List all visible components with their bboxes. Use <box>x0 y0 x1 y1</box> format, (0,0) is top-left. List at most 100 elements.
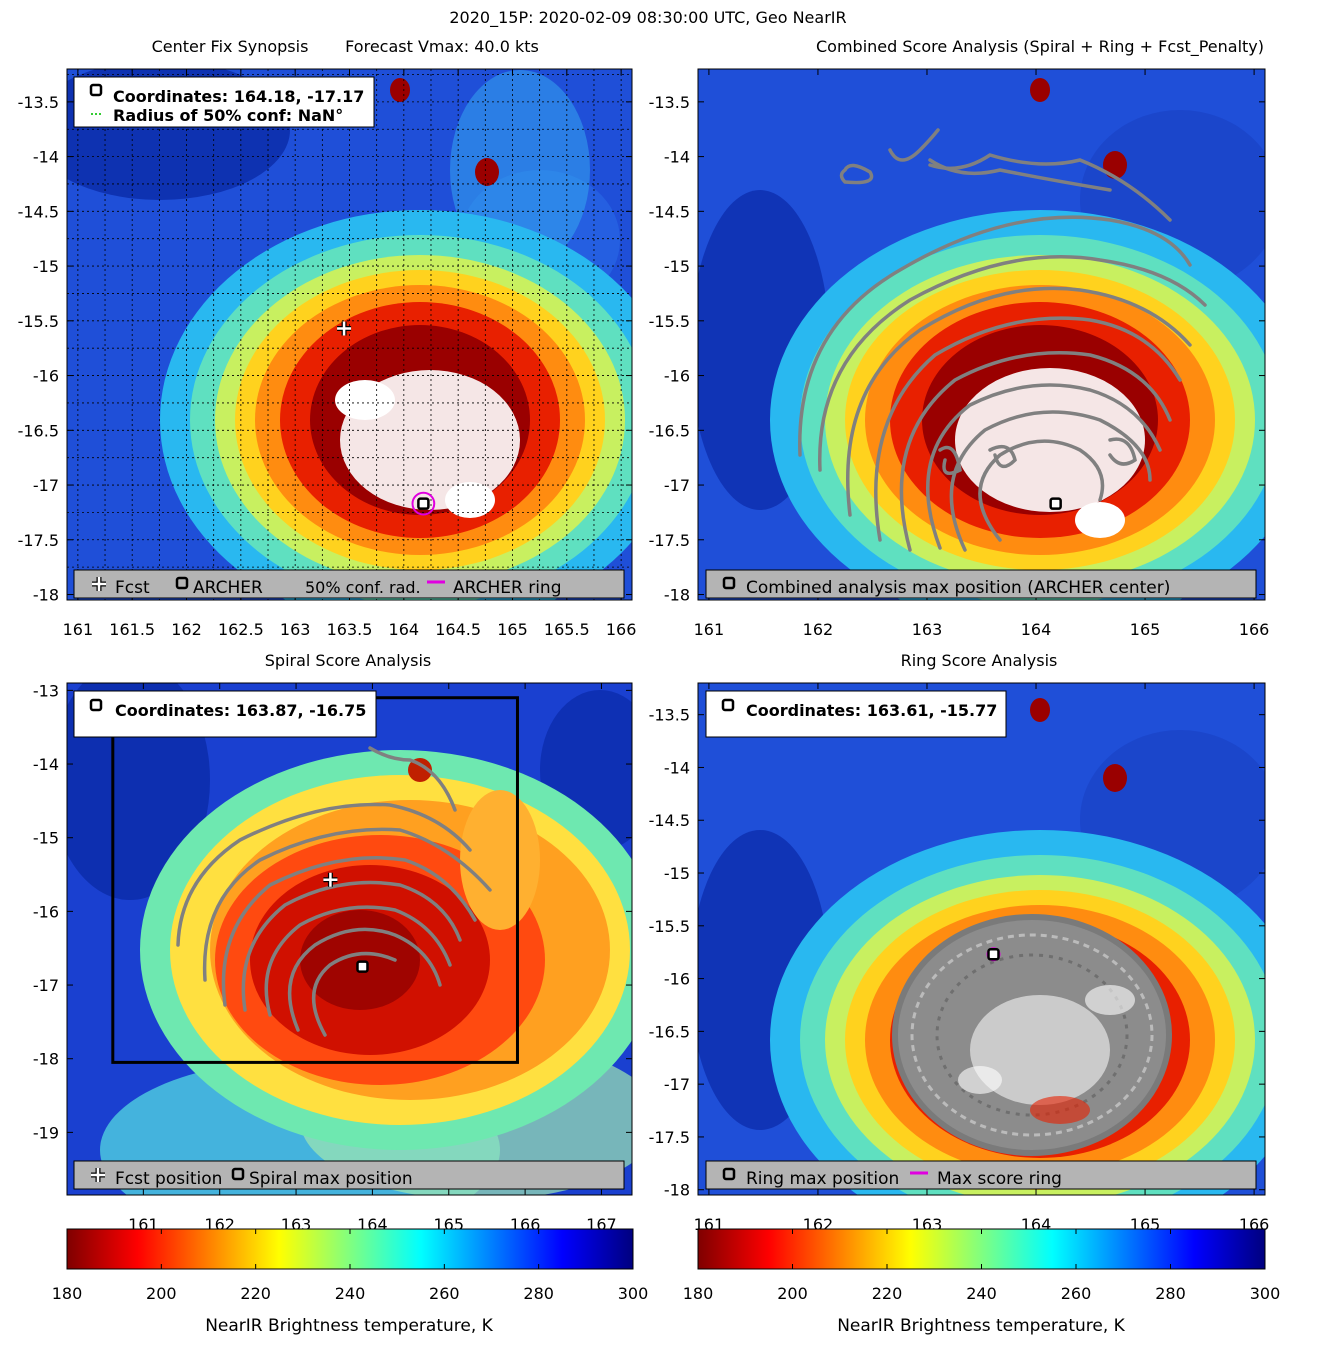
ring-info-box: Coordinates: 163.61, -15.77 <box>705 690 1007 738</box>
y-tick-label: -14 <box>33 148 59 167</box>
spiral-title: Spiral Score Analysis <box>265 651 432 670</box>
ring-max-legend-icon <box>722 1167 736 1181</box>
colorbar-right-label: NearIR Brightness temperature, K <box>837 1316 1125 1336</box>
y-tick-label: -14 <box>33 755 59 774</box>
synopsis-conf-radius: Radius of 50% conf: NaN° <box>113 106 343 125</box>
combined-markers <box>1049 497 1062 510</box>
spiral-max-legend-icon <box>231 1167 245 1181</box>
synopsis-y-ticks: -13.5 -14 -14.5 -15 -15.5 -16 -16.5 -17 -17.5 -18 <box>18 93 632 605</box>
ring-legend: Ring max position Max score ring <box>705 1160 1257 1190</box>
y-tick-label: -14.5 <box>18 202 59 221</box>
x-tick-label: 163 <box>280 620 311 639</box>
y-tick-label: -16.5 <box>649 1022 690 1041</box>
y-tick-label: -16.5 <box>18 421 59 440</box>
colorbar-tick-label: 180 <box>52 1284 83 1303</box>
colorbar-tick-label: 300 <box>618 1284 649 1303</box>
ring-max-info-icon <box>721 698 735 712</box>
colorbar-left-label: NearIR Brightness temperature, K <box>205 1316 493 1336</box>
x-tick-label: 163.5 <box>327 620 373 639</box>
y-tick-label: -16 <box>664 970 690 989</box>
panel-spiral: Spiral Score Analysis <box>33 651 633 1234</box>
y-tick-label: -15 <box>664 257 690 276</box>
legend-spiral-max: Spiral max position <box>249 1169 413 1189</box>
colorbar-tick-label: 240 <box>966 1284 997 1303</box>
legend-combined-max: Combined analysis max position (ARCHER c… <box>746 578 1170 598</box>
synopsis-legend: Fcst ARCHER 50% conf. rad. ARCHER ring <box>73 569 625 599</box>
y-tick-label: -15 <box>33 829 59 848</box>
x-tick-label: 165 <box>497 620 528 639</box>
archer-legend-icon <box>175 576 189 590</box>
y-tick-label: -18 <box>33 1050 59 1069</box>
archer-ring <box>411 491 436 516</box>
y-tick-label: -16 <box>33 902 59 921</box>
spiral-contours <box>176 746 492 1037</box>
spiral-max-info-icon <box>89 698 103 712</box>
y-tick-label: -17.5 <box>649 1128 690 1147</box>
colorbar-left: 180 200 220 240 260 280 300 NearIR Brightness … <box>52 1228 649 1336</box>
colorbar-tick-label: 180 <box>683 1284 714 1303</box>
x-tick-label: 163 <box>912 620 943 639</box>
combined-heatmap <box>698 69 1265 600</box>
x-tick-label: 165.5 <box>544 620 590 639</box>
panel-ring: Ring Score Analysis <box>649 651 1270 1234</box>
combined-title: Combined Score Analysis (Spiral + Ring +… <box>816 37 1264 57</box>
y-tick-label: -15.5 <box>649 917 690 936</box>
colorbar-tick-label: 200 <box>777 1284 808 1303</box>
legend-fcst-position: Fcst position <box>115 1169 222 1189</box>
ring-coordinates: Coordinates: 163.61, -15.77 <box>746 701 997 720</box>
synopsis-subtitle: Forecast Vmax: 40.0 kts <box>345 37 539 56</box>
legend-conf-rad: 50% conf. rad. <box>305 578 421 597</box>
combined-contours <box>798 128 1207 552</box>
synopsis-title: Center Fix Synopsis <box>152 37 309 56</box>
legend-ring-max: Ring max position <box>746 1169 899 1189</box>
colorbar-tick-label: 280 <box>1155 1284 1186 1303</box>
colorbar-left-ticks: 180 200 220 240 260 280 300 <box>52 1229 649 1303</box>
x-tick-label: 164 <box>1021 620 1052 639</box>
legend-archer: ARCHER <box>193 578 263 598</box>
ring-max-marker <box>987 948 1000 961</box>
y-tick-label: -17 <box>33 976 59 995</box>
combined-max-marker <box>1049 497 1062 510</box>
synopsis-heatmap <box>67 69 632 600</box>
synopsis-info-box: Coordinates: 164.18, -17.17 Radius of 50… <box>73 76 375 128</box>
ring-markers <box>986 947 1001 962</box>
y-tick-label: -18 <box>664 586 690 605</box>
y-tick-label: -16.5 <box>649 421 690 440</box>
y-tick-label: -13.5 <box>649 706 690 725</box>
x-tick-label: 164.5 <box>435 620 481 639</box>
spiral-heatmap <box>67 683 632 1195</box>
spiral-frame <box>66 682 633 1196</box>
y-tick-label: -14 <box>664 148 690 167</box>
spiral-fcst-marker <box>323 872 338 887</box>
spiral-info-box: Coordinates: 163.87, -16.75 <box>73 690 377 738</box>
colorbar-tick-label: 200 <box>146 1284 177 1303</box>
combined-max-icon <box>722 576 736 590</box>
colorbar-tick-label: 260 <box>429 1284 460 1303</box>
y-tick-label: -15.5 <box>18 312 59 331</box>
y-tick-label: -17 <box>664 1075 690 1094</box>
colorbar-tick-label: 220 <box>240 1284 271 1303</box>
spiral-y-ticks: -13 -14 -15 -16 -17 -18 -19 <box>33 681 632 1142</box>
y-tick-label: -15.5 <box>649 312 690 331</box>
y-tick-label: -19 <box>33 1123 59 1142</box>
archer-marker-icon <box>89 83 103 97</box>
ring-title: Ring Score Analysis <box>901 651 1058 670</box>
legend-archer-ring: ARCHER ring <box>453 578 561 598</box>
x-tick-label: 162 <box>171 620 202 639</box>
x-tick-label: 165 <box>1130 620 1161 639</box>
y-tick-label: -18 <box>33 586 59 605</box>
y-tick-label: -13.5 <box>649 93 690 112</box>
y-tick-label: -14.5 <box>649 811 690 830</box>
y-tick-label: -14 <box>664 758 690 777</box>
ring-score-contours <box>892 914 1172 1156</box>
colorbar-tick-label: 300 <box>1250 1284 1281 1303</box>
x-tick-label: 161.5 <box>109 620 155 639</box>
x-tick-label: 166 <box>1239 620 1270 639</box>
x-tick-label: 162 <box>803 620 834 639</box>
x-tick-label: 161 <box>63 620 94 639</box>
colorbar-right-ticks: 180 200 220 240 260 280 300 <box>683 1229 1281 1303</box>
colorbar-tick-label: 220 <box>872 1284 903 1303</box>
y-tick-label: -15 <box>664 864 690 883</box>
spiral-coordinates: Coordinates: 163.87, -16.75 <box>115 701 366 720</box>
synopsis-markers <box>337 321 436 516</box>
